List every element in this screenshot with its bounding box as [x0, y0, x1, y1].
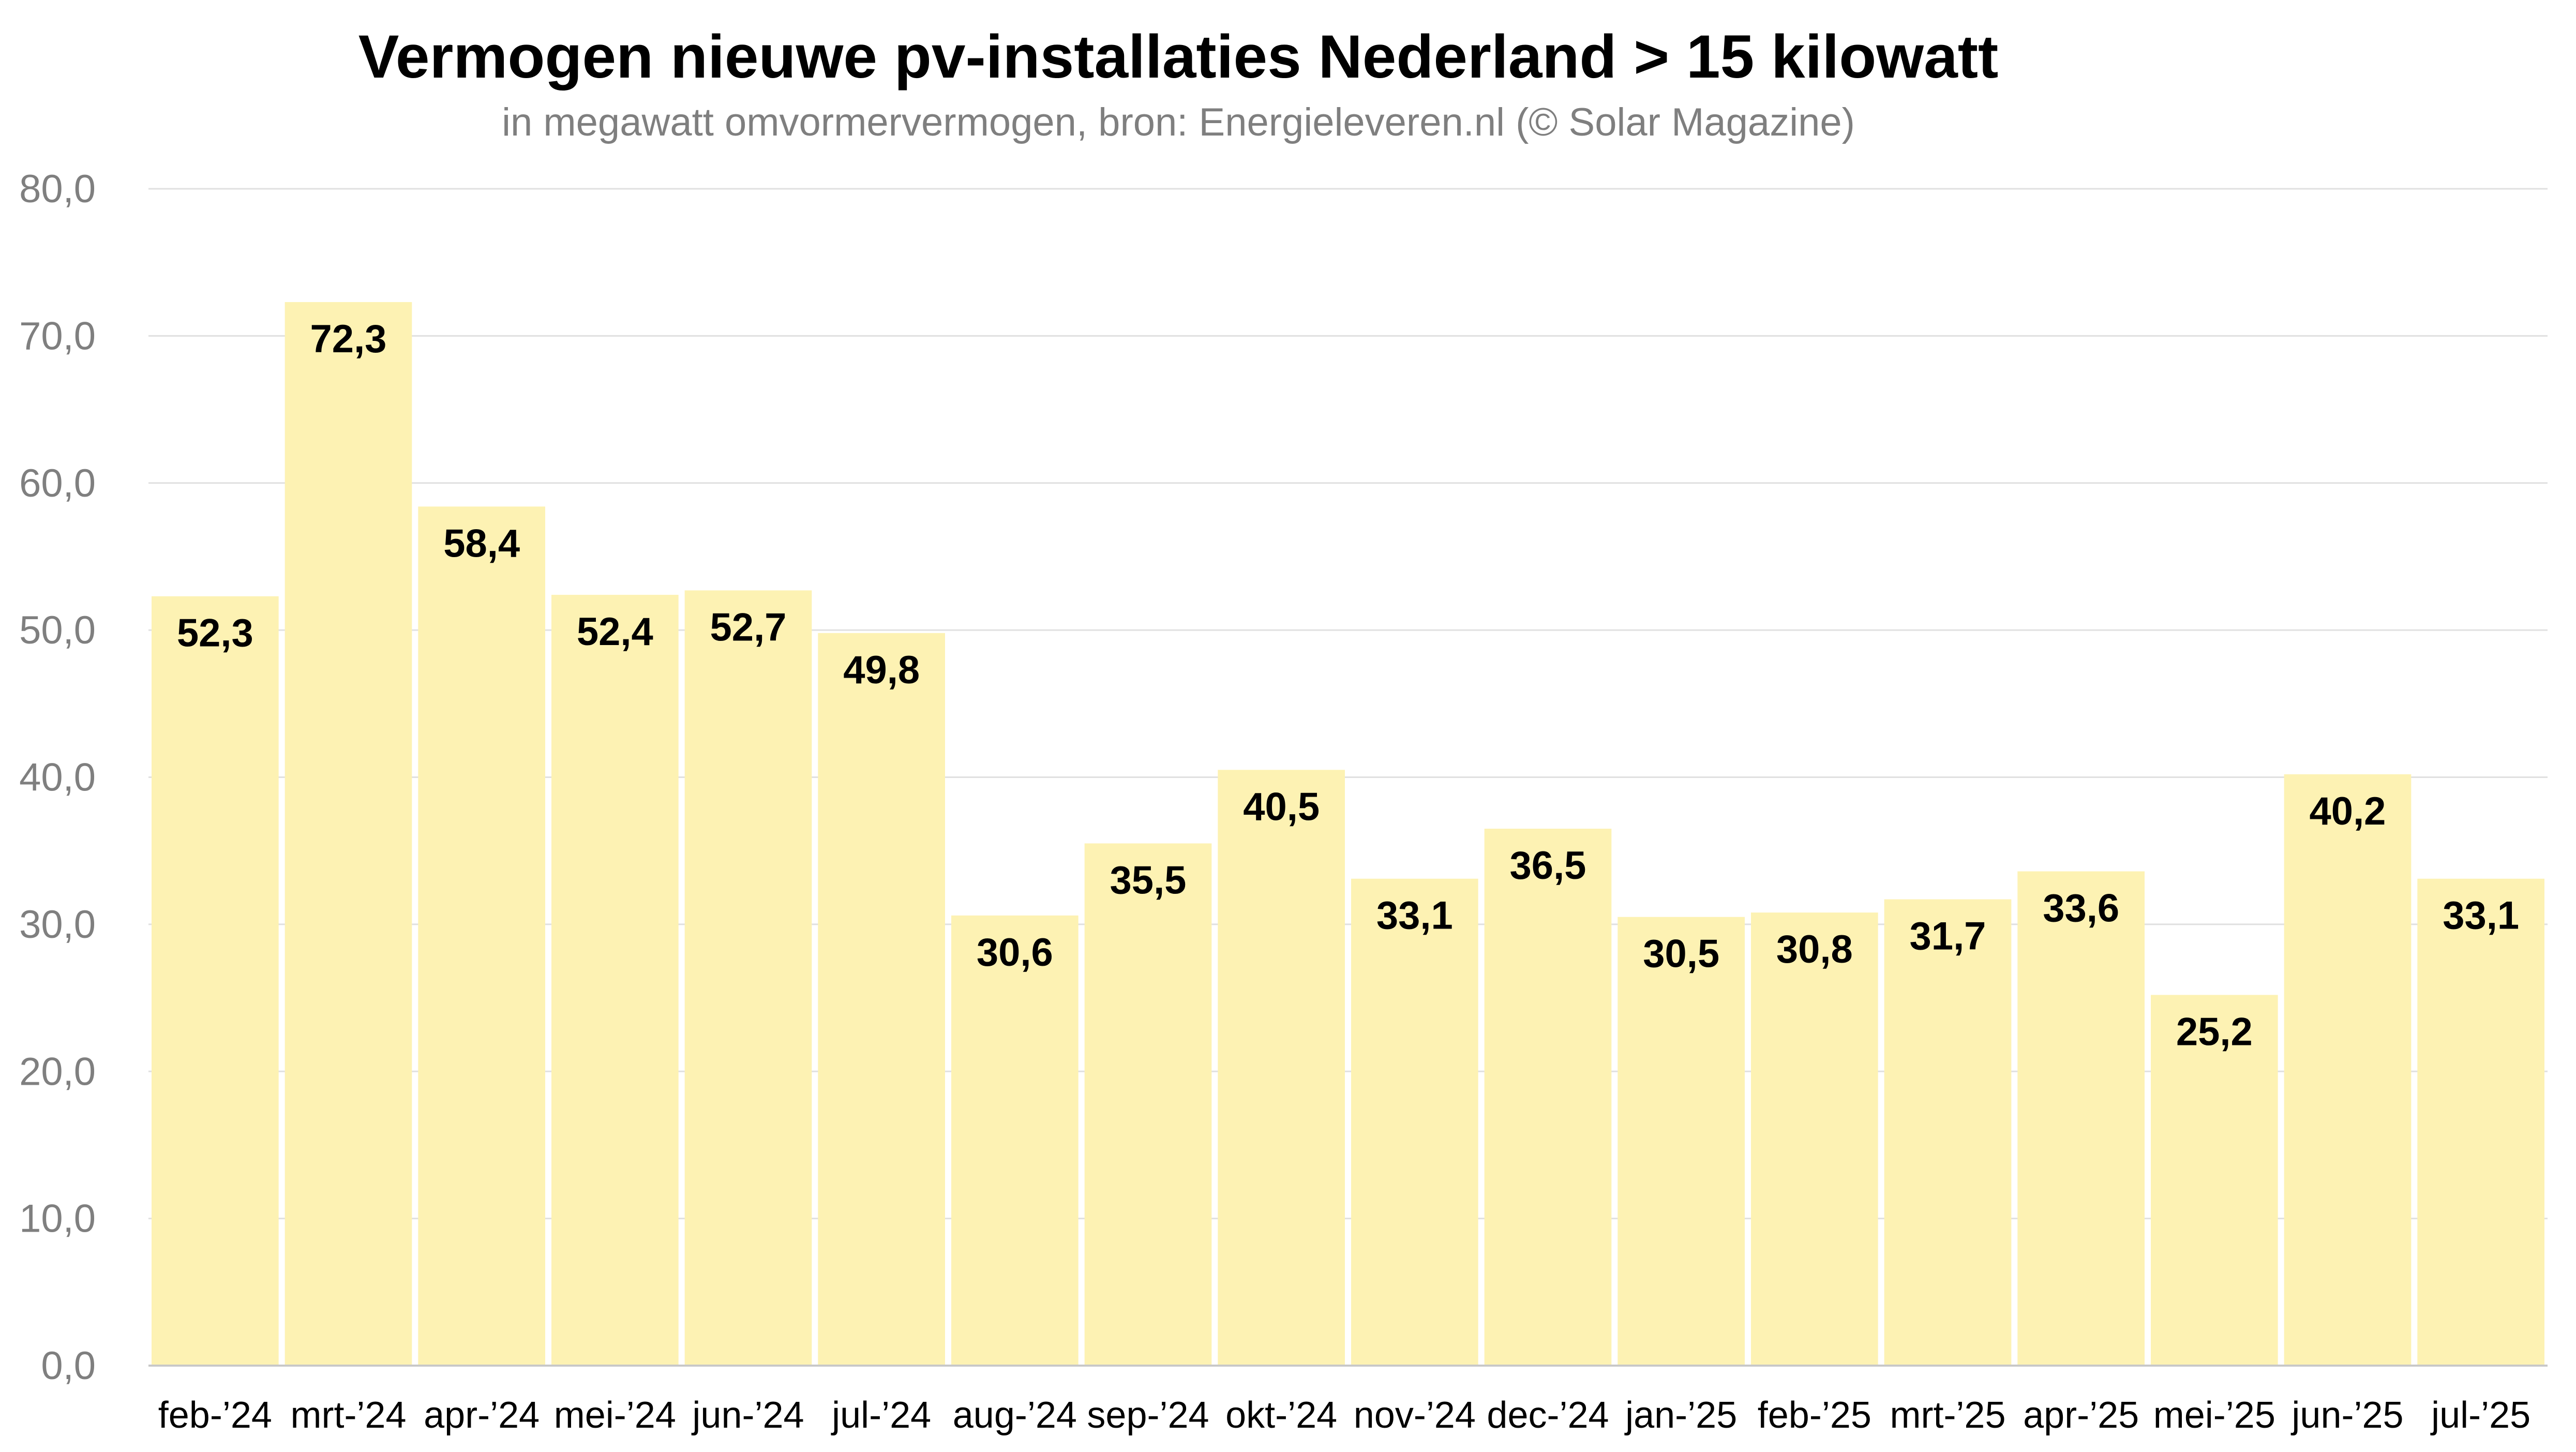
bar: [1618, 917, 1745, 1366]
y-tick-label: 10,0: [19, 1197, 96, 1241]
gridlines: [148, 188, 2548, 1220]
x-tick-label: apr-’24: [424, 1395, 540, 1436]
bars: [152, 302, 2544, 1366]
data-label: 35,5: [1110, 858, 1187, 902]
y-tick-label: 70,0: [19, 314, 96, 358]
chart-subtitle: in megawatt omvormervermogen, bron: Ener…: [502, 100, 1855, 144]
bar: [2417, 878, 2544, 1366]
data-label: 36,5: [1510, 844, 1586, 888]
data-label: 30,5: [1643, 932, 1719, 976]
data-labels: 52,3 72,3 58,4 52,4 52,7 49,8 30,6 35,5 40,5 33,1…: [177, 317, 2519, 1054]
x-tick-label: jul-’24: [831, 1395, 931, 1436]
y-tick-label: 0,0: [41, 1344, 96, 1388]
data-label: 30,6: [977, 931, 1053, 975]
bar: [284, 302, 412, 1366]
bar: [951, 915, 1079, 1366]
data-label: 40,5: [1243, 785, 1320, 829]
bar: [152, 596, 279, 1366]
x-tick-label: okt-’24: [1225, 1395, 1337, 1436]
data-label: 31,7: [1910, 915, 1986, 959]
x-tick-label: aug-’24: [953, 1395, 1077, 1436]
y-tick-label: 40,0: [19, 756, 96, 800]
x-tick-label: dec-’24: [1487, 1395, 1609, 1436]
data-label: 40,2: [2310, 789, 2386, 833]
bar: [684, 590, 812, 1366]
chart-title: Vermogen nieuwe pv-installaties Nederlan…: [358, 23, 1999, 91]
bar: [418, 506, 545, 1366]
bar: [818, 633, 945, 1366]
x-tick-label: nov-’24: [1354, 1395, 1476, 1436]
y-tick-label: 60,0: [19, 461, 96, 505]
y-tick-label: 20,0: [19, 1050, 96, 1094]
x-tick-label: mei-’24: [554, 1395, 676, 1436]
x-tick-label: mrt-’24: [290, 1395, 406, 1436]
y-tick-label: 30,0: [19, 903, 96, 947]
data-label: 33,6: [2043, 887, 2119, 931]
x-tick-label: mei-’25: [2153, 1395, 2275, 1436]
data-label: 72,3: [310, 317, 387, 361]
x-tick-label: apr-’25: [2023, 1395, 2139, 1436]
data-label: 25,2: [2176, 1010, 2253, 1054]
bar: [2151, 995, 2278, 1366]
x-axis-ticks: feb-’24 mrt-’24 apr-’24 mei-’24 jun-’24 jul-’…: [158, 1395, 2530, 1436]
x-tick-label: sep-’24: [1087, 1395, 1209, 1436]
y-tick-label: 50,0: [19, 608, 96, 652]
x-tick-label: jun-’24: [691, 1395, 804, 1436]
y-tick-label: 80,0: [19, 167, 96, 211]
bar: [1218, 770, 1345, 1366]
x-tick-label: jul-’25: [2430, 1395, 2530, 1436]
data-label: 52,3: [177, 611, 253, 655]
bar: [2017, 871, 2145, 1366]
bar: [1751, 912, 1878, 1366]
data-label: 58,4: [443, 521, 520, 565]
data-label: 52,7: [710, 605, 787, 649]
bar: [1351, 878, 1478, 1366]
x-tick-label: jun-’25: [2290, 1395, 2403, 1436]
x-tick-label: feb-’25: [1758, 1395, 1871, 1436]
data-label: 30,8: [1776, 927, 1853, 971]
x-tick-label: mrt-’25: [1890, 1395, 2005, 1436]
bar: [1084, 843, 1212, 1366]
data-label: 49,8: [843, 648, 920, 692]
x-tick-label: feb-’24: [158, 1395, 272, 1436]
x-tick-label: jan-’25: [1624, 1395, 1737, 1436]
bar: [551, 594, 679, 1366]
data-label: 52,4: [577, 610, 653, 654]
bar: [1884, 899, 2012, 1366]
bar: [2284, 774, 2412, 1366]
y-axis-ticks: 0,0 10,0 20,0 30,0 40,0 50,0 60,0 70,0 80,0: [19, 167, 96, 1388]
bar: [1484, 829, 1612, 1366]
data-label: 33,1: [2443, 894, 2519, 938]
data-label: 33,1: [1376, 894, 1453, 938]
